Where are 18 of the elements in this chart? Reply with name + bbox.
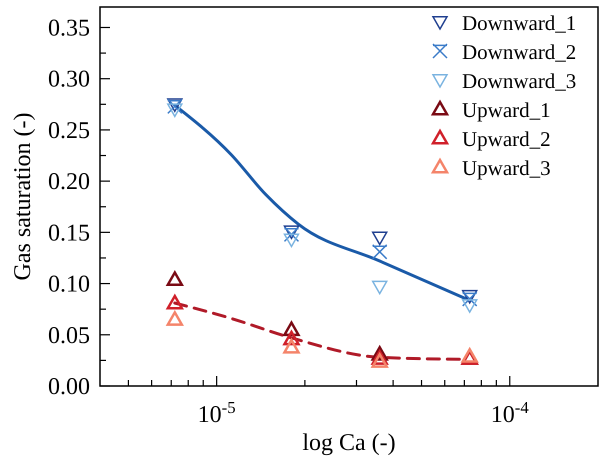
y-tick-label: 0.20: [48, 169, 90, 196]
x-axis-title: log Ca (-): [302, 430, 396, 456]
legend-label: Downward_3: [462, 69, 576, 93]
y-tick-label: 0.00: [48, 374, 90, 400]
y-tick-label: 0.10: [48, 272, 90, 298]
y-axis-title: Gas saturation (-): [10, 112, 36, 280]
x-tick-label: 10$^{-5}$: [198, 398, 236, 428]
legend-label: Downward_1: [462, 11, 576, 35]
x-tick-label: 10$^{-4}$: [490, 398, 530, 428]
legend-label: Upward_1: [462, 98, 551, 122]
legend-label: Downward_2: [462, 40, 576, 64]
y-tick-label: 0.35: [48, 15, 90, 42]
y-tick-label: 0.30: [48, 66, 90, 93]
y-tick-label: 0.25: [48, 118, 90, 144]
legend-label: Upward_2: [462, 127, 551, 151]
y-tick-label: 0.05: [48, 322, 90, 349]
legend-label: Upward_3: [462, 156, 551, 180]
y-tick-label: 0.15: [48, 220, 90, 246]
